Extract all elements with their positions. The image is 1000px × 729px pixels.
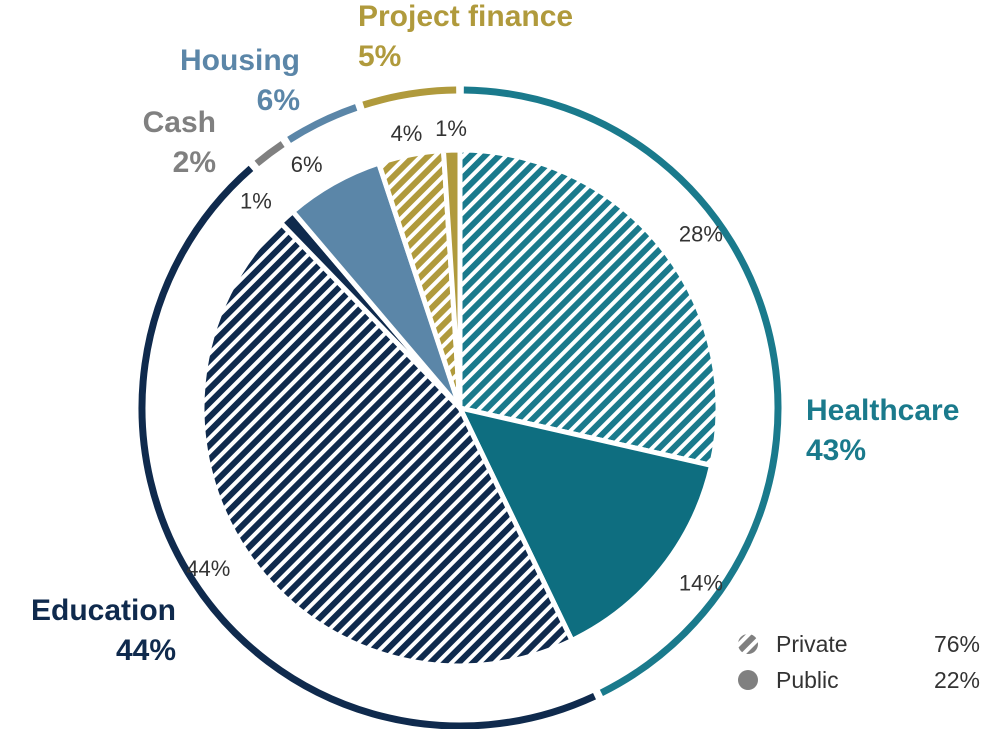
- ring-education: [138, 165, 597, 729]
- slice-label-education-public: 1%: [240, 189, 272, 214]
- slice-project-finance-public: [440, 147, 463, 409]
- ring-housing: [287, 104, 358, 143]
- category-percent-healthcare: 43%: [806, 434, 866, 467]
- legend-value-private: 76%: [934, 631, 980, 657]
- slice-education-private: [199, 219, 576, 669]
- category-percent-cash: 2%: [173, 146, 216, 179]
- category-percent-project-finance: 5%: [358, 40, 401, 73]
- pie-slices: [199, 147, 721, 669]
- slice-label-education-private: 44%: [186, 556, 230, 581]
- slice-label-healthcare-public: 14%: [679, 571, 723, 596]
- outer-category-rings: [138, 86, 782, 729]
- legend: Private 76% Public 22%: [738, 631, 980, 693]
- legend-swatch-public: [738, 670, 758, 690]
- ring-healthcare: [463, 86, 782, 696]
- slice-label-housing-public: 6%: [291, 152, 323, 177]
- legend-swatch-private: [738, 634, 758, 654]
- slice-labels: 28% 14% 44% 1% 6% 4% 1%: [186, 116, 723, 595]
- legend-value-public: 22%: [934, 667, 980, 693]
- slice-label-project-finance-private: 4%: [391, 121, 423, 146]
- legend-label-public: Public: [776, 667, 839, 693]
- category-name-healthcare: Healthcare: [806, 394, 959, 427]
- category-name-cash: Cash: [143, 106, 216, 139]
- slice-healthcare-public: [455, 404, 715, 644]
- legend-label-private: Private: [776, 631, 848, 657]
- category-percent-education: 44%: [116, 634, 176, 667]
- ring-project-finance: [362, 86, 457, 109]
- slice-label-project-finance-public: 1%: [435, 116, 467, 141]
- slice-label-healthcare-private: 28%: [679, 221, 723, 246]
- category-name-education: Education: [31, 594, 176, 627]
- category-percent-housing: 6%: [257, 84, 300, 117]
- category-labels: Healthcare 43% Education 44% Cash 2% Housing 6%…: [31, 0, 959, 667]
- ring-cash: [254, 141, 285, 167]
- category-name-project-finance: Project finance: [358, 0, 573, 33]
- slice-healthcare-private: [457, 147, 721, 469]
- category-name-housing: Housing: [180, 44, 300, 77]
